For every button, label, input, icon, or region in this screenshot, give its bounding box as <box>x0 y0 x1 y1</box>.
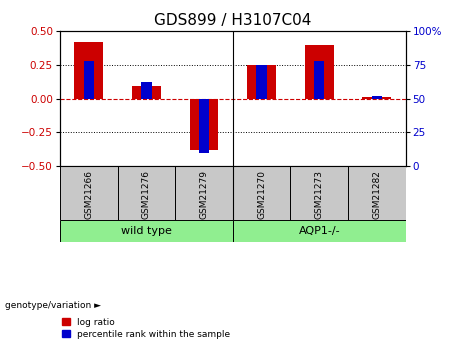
Bar <box>233 220 406 242</box>
Bar <box>189 99 219 150</box>
Text: AQP1-/-: AQP1-/- <box>298 226 340 236</box>
Title: GDS899 / H3107C04: GDS899 / H3107C04 <box>154 13 312 29</box>
Text: GSM21279: GSM21279 <box>200 170 208 219</box>
Bar <box>305 45 334 99</box>
Bar <box>60 220 233 242</box>
Bar <box>118 166 175 220</box>
Bar <box>247 65 276 99</box>
Text: GSM21282: GSM21282 <box>372 170 381 219</box>
Bar <box>233 166 290 220</box>
Bar <box>348 166 406 220</box>
Text: wild type: wild type <box>121 226 172 236</box>
Bar <box>256 65 267 99</box>
Bar <box>314 61 325 99</box>
Bar <box>199 99 209 153</box>
Text: GSM21270: GSM21270 <box>257 170 266 219</box>
Bar <box>372 96 382 99</box>
Bar <box>83 61 94 99</box>
Text: GSM21273: GSM21273 <box>315 170 324 219</box>
Bar <box>290 166 348 220</box>
Bar <box>74 42 103 99</box>
Text: genotype/variation ►: genotype/variation ► <box>5 301 100 310</box>
Bar <box>141 82 152 99</box>
Bar <box>175 166 233 220</box>
Text: GSM21266: GSM21266 <box>84 170 93 219</box>
Bar <box>132 87 161 99</box>
Bar <box>60 166 118 220</box>
Text: GSM21276: GSM21276 <box>142 170 151 219</box>
Bar <box>362 97 391 99</box>
Legend: log ratio, percentile rank within the sample: log ratio, percentile rank within the sa… <box>60 316 232 341</box>
